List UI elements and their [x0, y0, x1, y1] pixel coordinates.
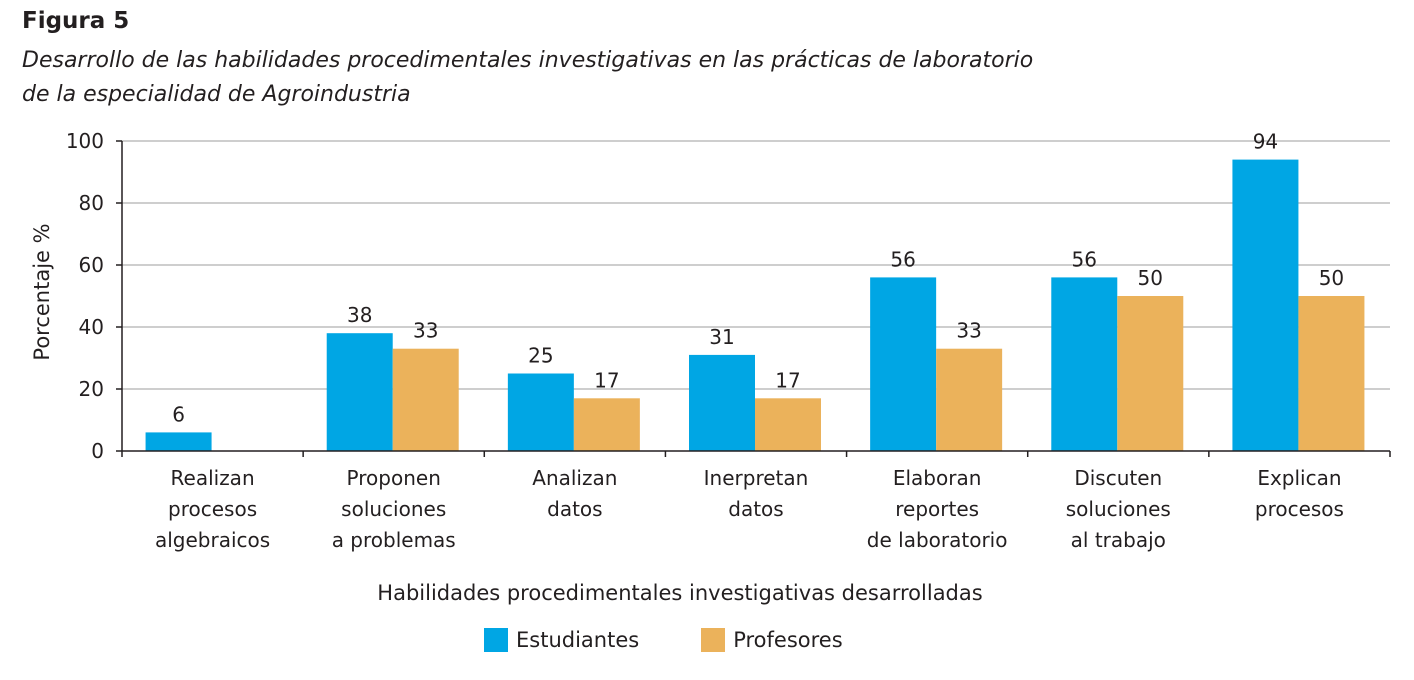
- legend-swatch-estudiantes: [484, 628, 508, 652]
- legend-label-estudiantes: Estudiantes: [516, 628, 640, 652]
- data-label: 50: [1138, 266, 1163, 290]
- data-label: 31: [709, 325, 734, 349]
- bar-estudiantes: [1232, 159, 1299, 451]
- category-label: Proponen soluciones a problemas: [332, 466, 456, 552]
- bar-profesores: [573, 398, 640, 451]
- y-axis-title: Porcentaje %: [30, 223, 54, 360]
- y-tick-label: 80: [79, 191, 104, 215]
- figure-title-line-2: de la especialidad de Agroindustria: [22, 82, 411, 107]
- legend: Estudiantes Profesores: [484, 628, 905, 652]
- labels: 0 20 40 60 80 100 6 Realizan procesos algebraicos…: [66, 129, 1344, 552]
- data-label: 33: [956, 319, 981, 343]
- data-label: 94: [1253, 130, 1278, 154]
- bar-estudiantes: [689, 354, 755, 451]
- legend-label-profesores: Profesores: [733, 628, 843, 652]
- category-label: Analizan datos: [532, 466, 617, 521]
- category-label: Discuten soluciones al trabajo: [1066, 466, 1171, 552]
- category-label: Elaboran reportes de laboratorio: [867, 466, 1008, 552]
- y-tick-label: 0: [91, 439, 104, 463]
- y-tick-label: 60: [79, 253, 104, 277]
- bar-profesores: [755, 398, 821, 451]
- bar-estudiantes: [145, 432, 212, 451]
- legend-swatch-profesores: [701, 628, 726, 652]
- legend-item-profesores: Profesores: [701, 628, 843, 652]
- data-label: 38: [347, 303, 372, 327]
- bar-estudiantes: [326, 333, 393, 451]
- data-label: 17: [594, 368, 619, 392]
- axes: [116, 140, 1391, 457]
- bar-estudiantes: [1051, 277, 1118, 451]
- y-tick-label: 40: [79, 315, 104, 339]
- data-label: 56: [1072, 247, 1097, 271]
- gridlines: [122, 140, 1390, 390]
- figure-title-line-1: Desarrollo de las habilidades procedimen…: [22, 48, 1034, 73]
- data-label: 17: [775, 368, 800, 392]
- bars: [145, 159, 1365, 451]
- bar-estudiantes: [507, 373, 574, 451]
- bar-profesores: [936, 348, 1003, 451]
- bar-estudiantes: [870, 277, 937, 451]
- bar-profesores: [1117, 296, 1184, 451]
- data-label: 25: [528, 344, 553, 368]
- y-tick-label: 20: [79, 377, 104, 401]
- data-label: 56: [890, 247, 915, 271]
- category-label: Explican procesos: [1255, 466, 1344, 521]
- data-label: 6: [172, 402, 185, 426]
- legend-item-estudiantes: Estudiantes: [484, 628, 639, 652]
- figure-title: Desarrollo de las habilidades procedimen…: [22, 44, 1122, 112]
- category-label: Realizan procesos algebraicos: [155, 466, 270, 552]
- figure-label: Figura 5: [22, 8, 130, 34]
- x-axis-title: Habilidades procedimentales investigativ…: [377, 581, 982, 605]
- bar-profesores: [392, 348, 459, 451]
- data-label: 33: [413, 319, 438, 343]
- bar-profesores: [1298, 296, 1365, 451]
- bar-chart: 0 20 40 60 80 100 6 Realizan procesos algebraicos…: [30, 129, 1391, 605]
- data-label: 50: [1319, 266, 1344, 290]
- category-label: Inerpretan datos: [704, 466, 809, 521]
- y-tick-label: 100: [66, 129, 104, 153]
